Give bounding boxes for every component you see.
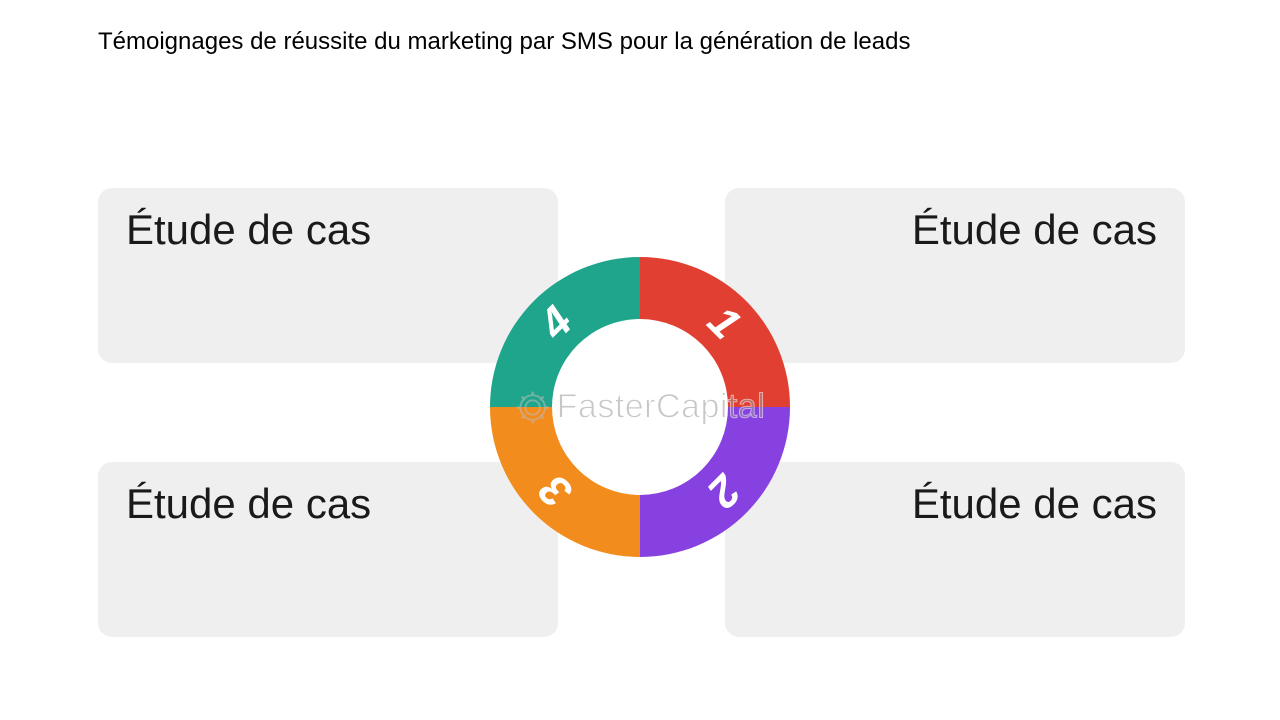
card-label: Étude de cas bbox=[753, 206, 1157, 254]
donut-chart: 1234 bbox=[480, 247, 800, 567]
card-label: Étude de cas bbox=[126, 480, 371, 527]
card-label: Étude de cas bbox=[753, 480, 1157, 528]
page-title: Témoignages de réussite du marketing par… bbox=[98, 28, 910, 56]
card-label: Étude de cas bbox=[126, 206, 371, 253]
